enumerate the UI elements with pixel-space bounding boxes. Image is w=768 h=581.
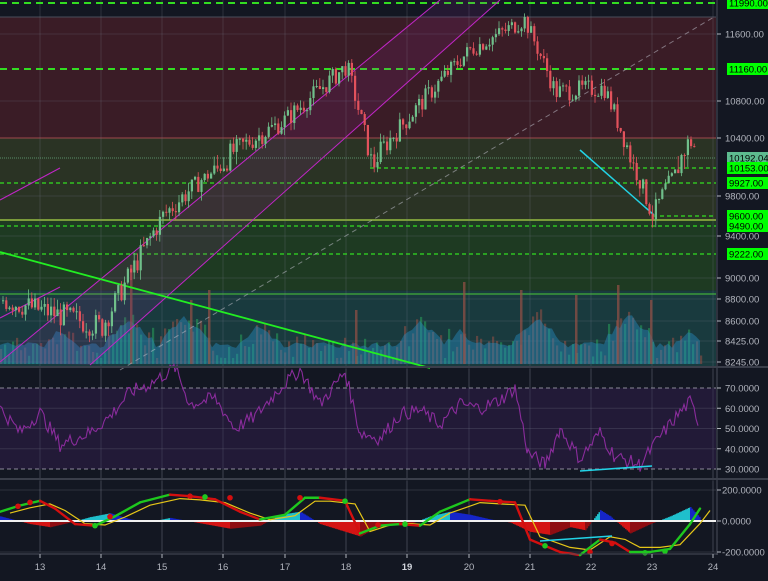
price-tag: 11160.00: [727, 63, 768, 76]
date-label: 22: [586, 562, 597, 573]
price-tag: 9927.00: [727, 177, 768, 190]
rsi-tick-label: 70.0000: [725, 384, 759, 395]
svg-text:11160.00: 11160.00: [729, 65, 767, 76]
rsi-tick-label: 30.0000: [725, 465, 759, 476]
svg-text:9927.00: 9927.00: [729, 179, 763, 190]
date-label: 23: [647, 562, 658, 573]
price-tick-label: 10800.00: [725, 97, 765, 108]
rsi-tick-label: 60.0000: [725, 404, 759, 415]
date-label: 18: [341, 562, 352, 573]
date-label: 16: [218, 562, 229, 573]
svg-text:9222.00: 9222.00: [729, 250, 763, 261]
macd-tick-label: -200.0000: [722, 548, 765, 559]
date-label: 14: [96, 562, 107, 573]
price-tag: 9222.00: [727, 248, 768, 261]
price-tick-label: 10400.00: [725, 134, 765, 145]
svg-text:10153.00: 10153.00: [729, 164, 768, 175]
date-label: 24: [708, 562, 719, 573]
price-tag: 9490.00: [727, 220, 768, 233]
date-label: 17: [280, 562, 291, 573]
date-label: 21: [525, 562, 536, 573]
price-tag: 11990.00: [727, 0, 768, 10]
price-tick-label: 8425.00: [725, 337, 759, 348]
svg-text:9490.00: 9490.00: [729, 222, 763, 233]
price-tick-label: 9400.00: [725, 232, 759, 243]
price-tick-label: 11600.00: [725, 30, 764, 41]
rsi-tick-label: 50.0000: [725, 424, 759, 435]
price-tick-label: 9800.00: [725, 192, 759, 203]
date-label: 15: [157, 562, 168, 573]
price-tag: 10153.00: [727, 162, 768, 175]
macd-tick-label: 200.0000: [722, 486, 762, 497]
price-tick-label: 9000.00: [725, 274, 759, 285]
svg-text:11990.00: 11990.00: [729, 0, 768, 10]
price-tick-label: 8600.00: [725, 317, 759, 328]
date-label: 20: [464, 562, 475, 573]
date-label: 13: [35, 562, 46, 573]
date-label: 19: [402, 562, 413, 573]
price-tick-label: 8800.00: [725, 295, 759, 306]
macd-tick-label: 0.0000: [722, 517, 751, 528]
mid-zone: [0, 138, 716, 220]
rsi-tick-label: 40.0000: [725, 444, 759, 455]
